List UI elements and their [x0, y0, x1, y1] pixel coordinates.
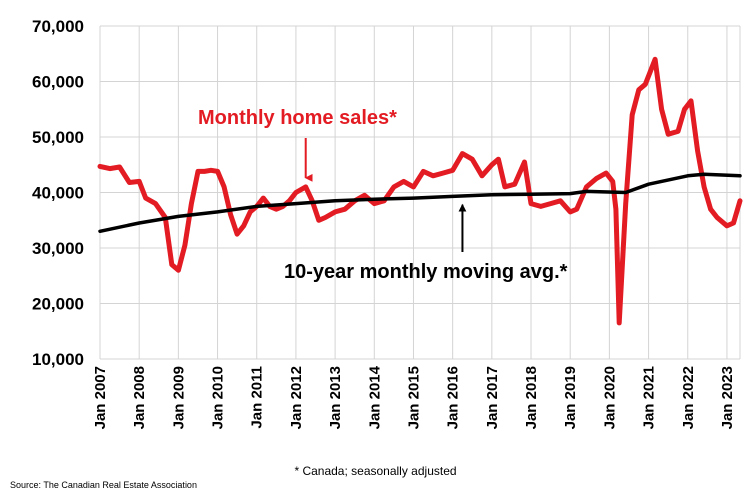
x-tick-label: Jan 2022 [680, 366, 697, 429]
moving-average-line [98, 172, 742, 234]
y-tick-label: 30,000 [32, 239, 84, 258]
y-tick-label: 40,000 [32, 184, 84, 203]
x-tick-label: Jan 2014 [366, 365, 383, 429]
x-tick-label: Jan 2023 [719, 366, 736, 429]
y-axis: 70,000 60,000 50,000 40,000 30,000 20,000 10,0… [32, 17, 84, 369]
x-tick-label: Jan 2008 [131, 366, 148, 429]
footnote: * Canada; seasonally adjusted [294, 464, 457, 478]
sales-series-label: Monthly home sales* [198, 107, 397, 129]
annotations: Monthly home sales* 10-year monthly movi… [198, 107, 568, 283]
x-tick-label: Jan 2009 [170, 366, 187, 429]
x-axis: Jan 2007 Jan 2008 Jan 2009 Jan 2010 Jan 2011… [92, 365, 736, 429]
x-tick-label: Jan 2020 [601, 366, 618, 429]
x-tick-label: Jan 2012 [288, 366, 305, 429]
x-tick-label: Jan 2011 [249, 366, 266, 429]
source-credit: Source: The Canadian Real Estate Associa… [10, 480, 197, 490]
x-tick-label: Jan 2013 [327, 366, 344, 429]
x-tick-label: Jan 2010 [210, 366, 227, 429]
y-tick-label: 20,000 [32, 295, 84, 314]
x-tick-label: Jan 2007 [92, 366, 109, 429]
y-tick-label: 10,000 [32, 350, 84, 369]
avg-series-label: 10-year monthly moving avg.* [284, 261, 568, 283]
x-tick-label: Jan 2021 [641, 366, 658, 429]
y-tick-label: 50,000 [32, 128, 84, 147]
series-lines [97, 56, 743, 326]
x-tick-label: Jan 2018 [523, 366, 540, 429]
y-tick-label: 70,000 [32, 17, 84, 36]
monthly-sales-line [97, 56, 743, 326]
x-tick-label: Jan 2017 [484, 366, 501, 429]
x-tick-label: Jan 2015 [405, 366, 422, 429]
x-tick-label: Jan 2019 [562, 366, 579, 429]
y-tick-label: 60,000 [32, 73, 84, 92]
x-tick-label: Jan 2016 [445, 366, 462, 429]
